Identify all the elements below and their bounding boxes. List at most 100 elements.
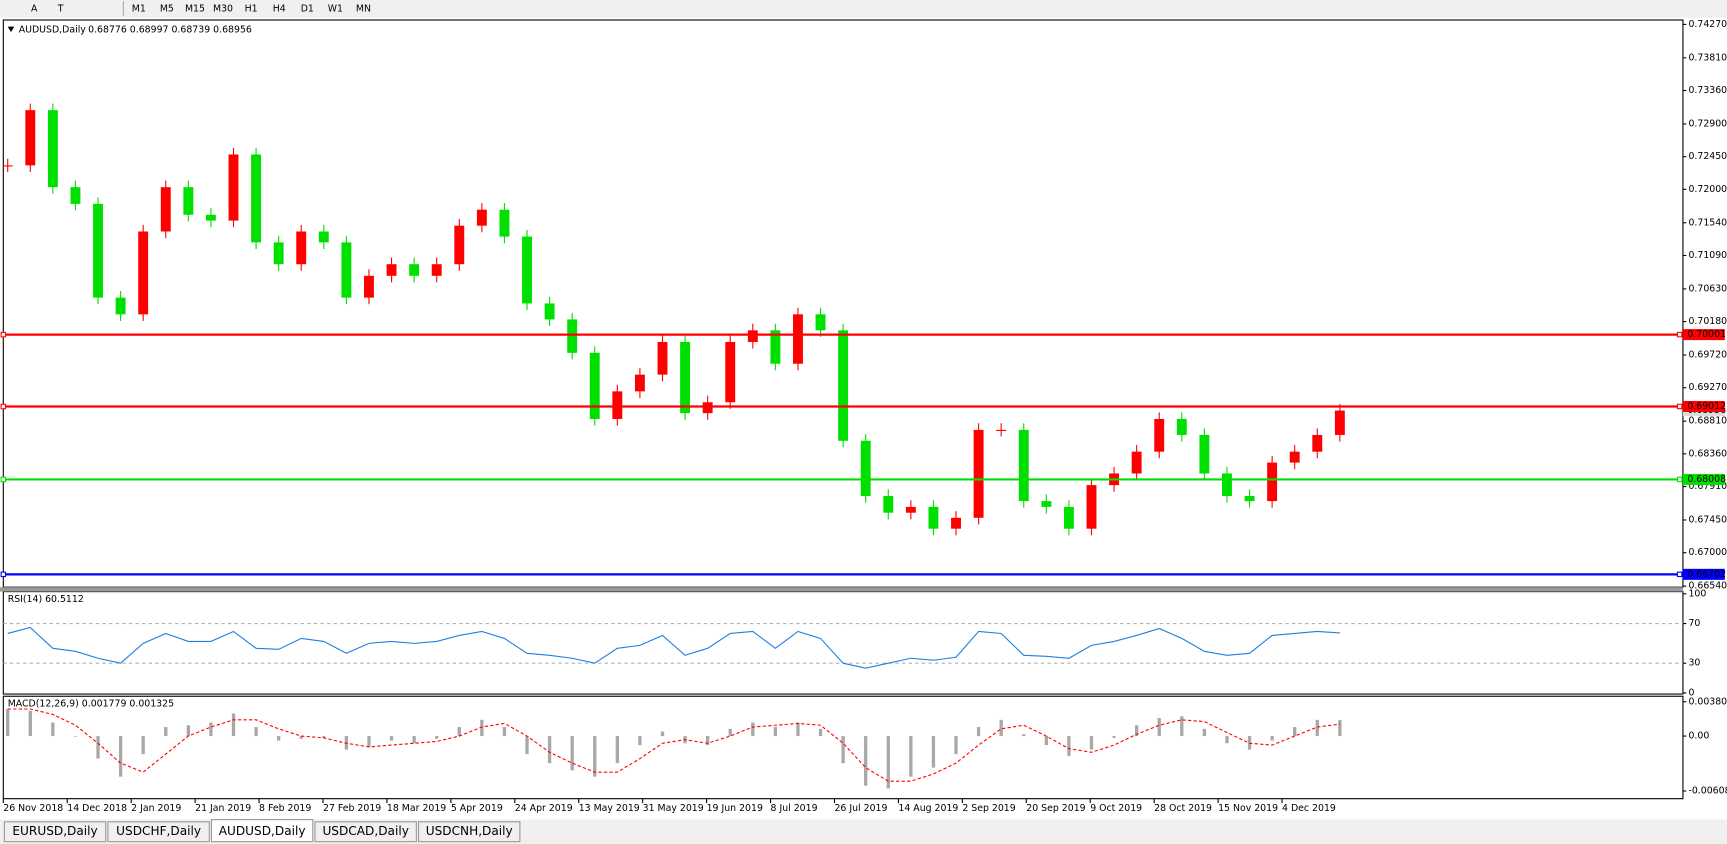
candle: [364, 275, 374, 298]
tab-label: EURUSD,Daily: [12, 824, 97, 838]
rsi-tick-label: 30: [1688, 658, 1700, 669]
timeframe-button[interactable]: [125, 1, 152, 16]
level-handle: [0, 331, 7, 338]
macd-bar: [502, 727, 507, 737]
macd-bar: [457, 727, 461, 737]
date-label: 21 Jan 2019: [195, 803, 251, 814]
macd-bar: [186, 725, 190, 737]
candle: [1176, 418, 1187, 435]
macd-bar: [570, 736, 574, 771]
level-price-box: [1682, 400, 1725, 412]
macd-bar: [615, 736, 619, 764]
macd-bar: [322, 736, 326, 738]
tab-label: USDCHF,Daily: [116, 824, 201, 838]
candle: [205, 214, 216, 221]
macd-bar: [796, 722, 800, 737]
candle: [567, 319, 578, 353]
macd-bar: [1202, 728, 1207, 737]
timeframe-label: W1: [328, 3, 343, 14]
candle: [928, 506, 939, 529]
timeframe-button[interactable]: [209, 1, 237, 16]
level-handle: [0, 476, 7, 483]
macd-bar: [638, 736, 642, 746]
date-label: 2 Jan 2019: [131, 803, 181, 814]
timeframe-label: M30: [213, 3, 233, 14]
timeframe-button[interactable]: [181, 1, 209, 16]
candle: [770, 330, 781, 364]
candle: [612, 391, 623, 419]
macd-bar: [1315, 719, 1319, 737]
price-tick-label: 0.67910: [1688, 481, 1727, 492]
candle: [1334, 410, 1345, 435]
timeframe-button[interactable]: [265, 1, 293, 16]
level-handle: [1676, 571, 1683, 578]
date-label: 15 Nov 2019: [1218, 803, 1278, 814]
candle: [93, 203, 103, 298]
date-label: 19 Jun 2019: [707, 803, 763, 814]
chart-tab[interactable]: USDCHF,Daily: [107, 821, 210, 843]
price-tick-label: 0.73810: [1688, 52, 1727, 63]
macd-bar: [660, 731, 665, 737]
price-tick-label: 0.69720: [1688, 350, 1727, 361]
macd-bar: [412, 736, 416, 744]
timeframe-label: M15: [185, 3, 205, 14]
price-tick-label: 0.68810: [1688, 416, 1727, 427]
date-label: 14 Dec 2018: [67, 803, 127, 814]
date-label: 8 Jul 2019: [771, 803, 818, 814]
macd-bar: [254, 727, 258, 737]
price-tick-label: 0.71540: [1688, 217, 1727, 228]
macd-panel: [2, 695, 1684, 800]
tool-button[interactable]: [24, 1, 45, 16]
candle: [115, 297, 126, 315]
candle: [951, 517, 961, 529]
chart-tab[interactable]: USDCNH,Daily: [417, 821, 521, 843]
candle: [454, 225, 465, 265]
macd-bar: [231, 713, 236, 737]
timeframe-label: M5: [160, 3, 174, 14]
candle: [1086, 485, 1097, 529]
timeframe-label: H4: [273, 3, 286, 14]
date-label: 14 Aug 2019: [898, 803, 958, 814]
macd-bar: [164, 727, 168, 737]
tool-button[interactable]: [50, 1, 71, 16]
macd-bar: [525, 736, 529, 755]
candle: [838, 330, 849, 441]
date-label: 27 Feb 2019: [323, 803, 381, 814]
candle: [1222, 473, 1232, 497]
candle: [883, 496, 894, 513]
price-tick-label: 0.72000: [1688, 184, 1727, 195]
candle: [1267, 462, 1278, 502]
chart-tab[interactable]: USDCAD,Daily: [314, 821, 417, 843]
timeframe-button[interactable]: [350, 1, 377, 16]
candle: [544, 303, 555, 320]
date-label: 2 Sep 2019: [962, 803, 1015, 814]
macd-bar: [864, 736, 868, 786]
candle: [1244, 496, 1255, 502]
macd-bar: [1089, 736, 1094, 750]
macd-bar: [28, 710, 32, 737]
tool-label: A: [31, 3, 38, 14]
macd-bar: [51, 722, 55, 737]
macd-bar: [593, 736, 597, 777]
timeframe-button[interactable]: [153, 1, 181, 16]
timeframe-button[interactable]: [237, 1, 265, 16]
rsi-title: RSI(14) 60.5112: [8, 594, 84, 605]
candle: [634, 374, 645, 392]
rsi-tick-label: 0: [1688, 687, 1694, 698]
chart-tab[interactable]: EURUSD,Daily: [3, 821, 107, 843]
date-label: 5 Apr 2019: [451, 803, 503, 814]
macd-bar: [277, 736, 281, 741]
timeframe-button[interactable]: [322, 1, 349, 16]
candle: [273, 242, 284, 265]
candle: [251, 154, 262, 243]
tab-background: [314, 821, 417, 843]
date-label: 26 Nov 2018: [3, 803, 63, 814]
rsi-line: [7, 626, 1340, 669]
price-tick-label: 0.74270: [1688, 19, 1727, 30]
candle: [702, 402, 713, 414]
timeframe-button[interactable]: [294, 1, 321, 16]
chart-tab[interactable]: AUDUSD,Daily: [210, 819, 314, 843]
tab-label: AUDUSD,Daily: [219, 824, 306, 838]
level-handle: [1676, 331, 1683, 338]
